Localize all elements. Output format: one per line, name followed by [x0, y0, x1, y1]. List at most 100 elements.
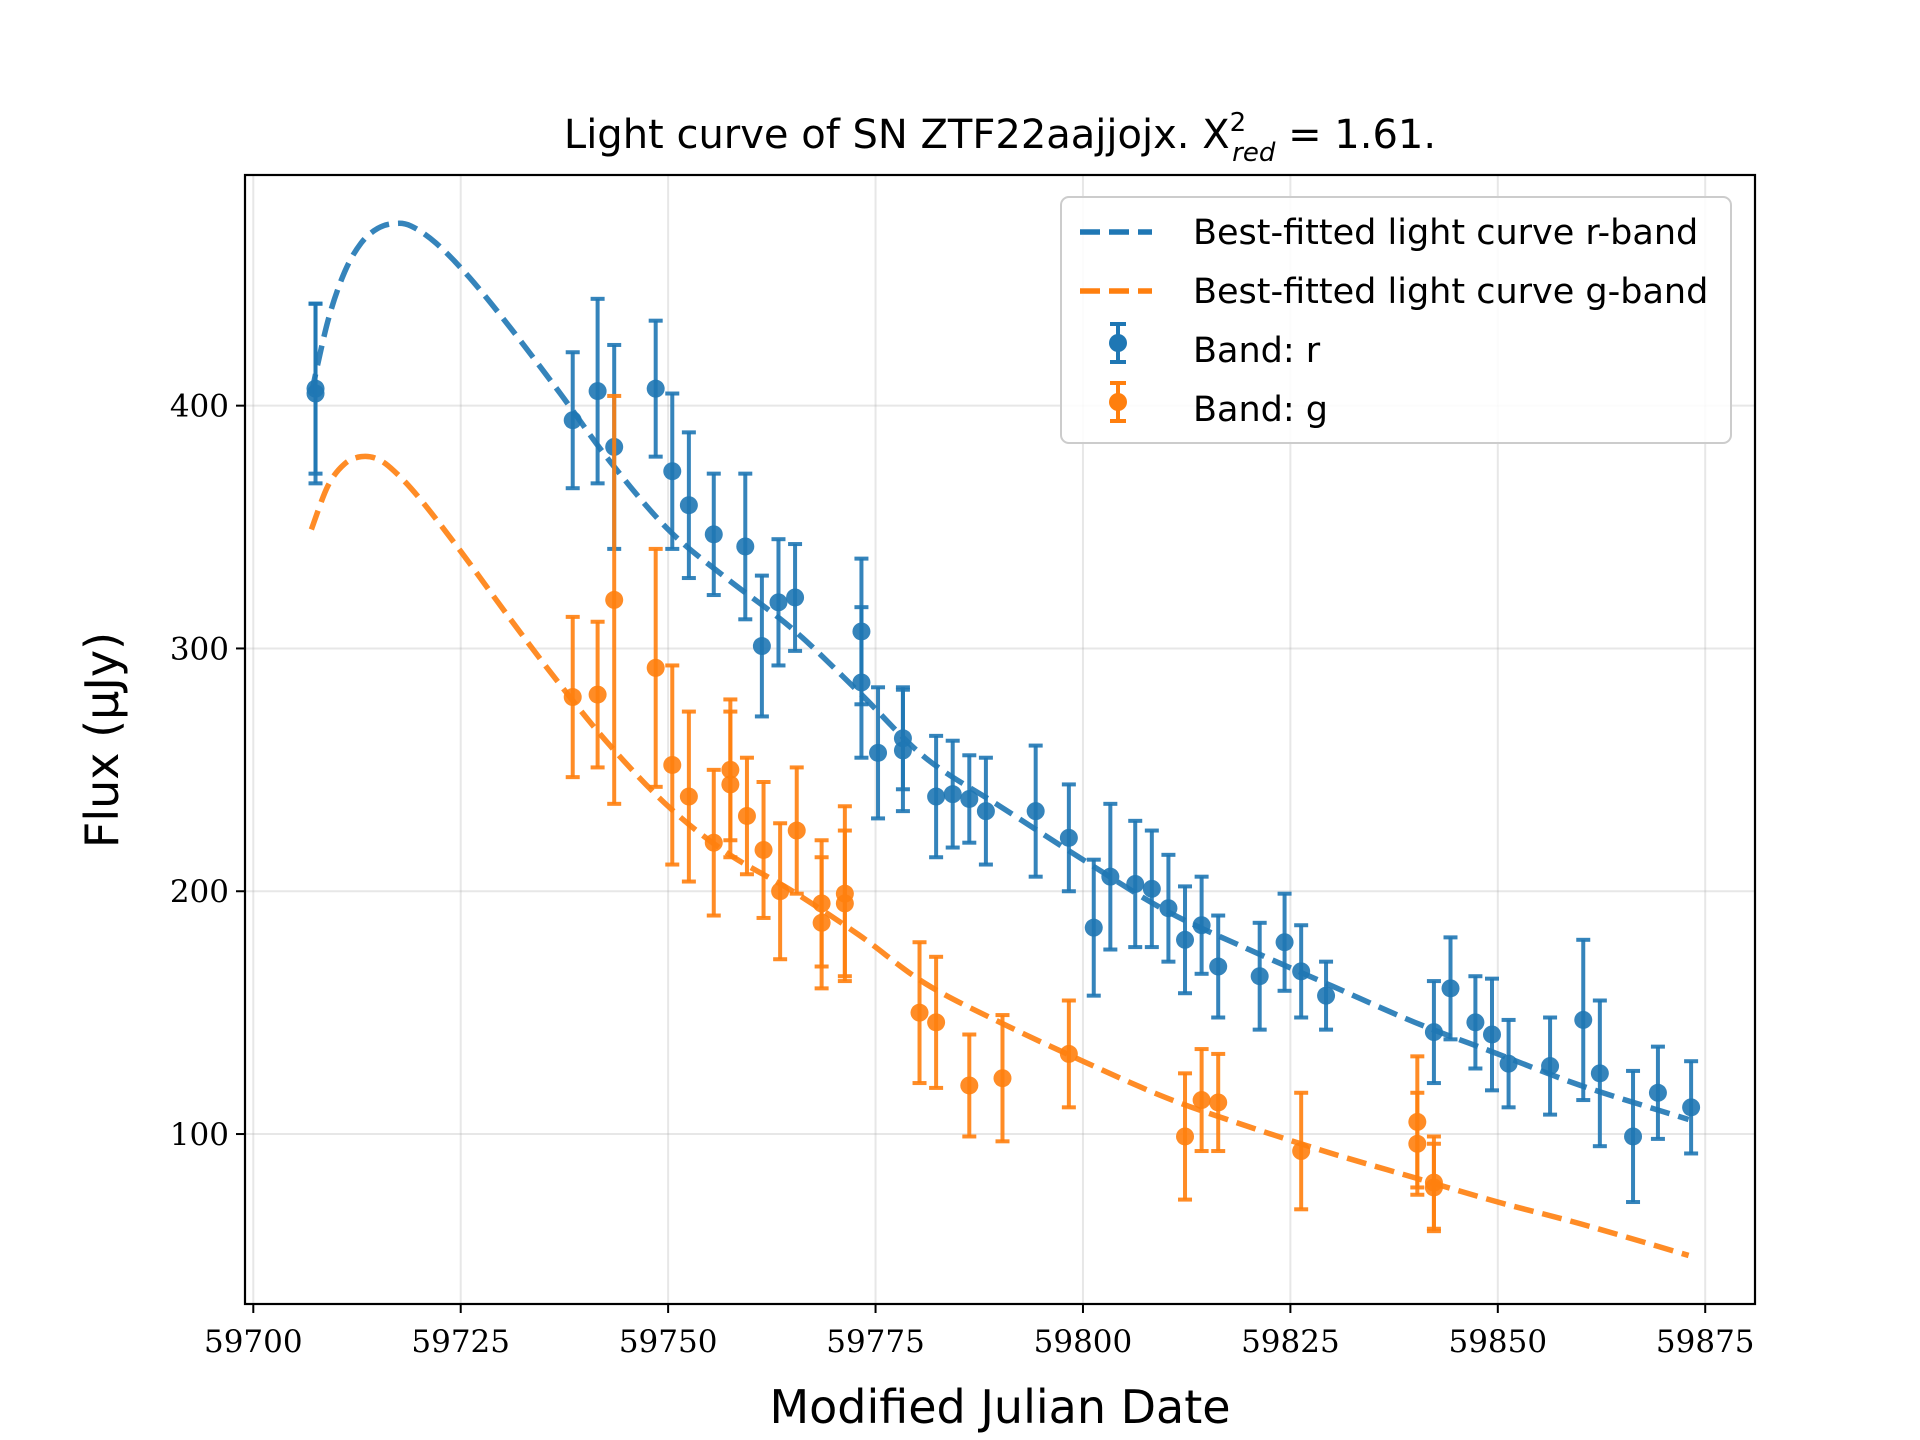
- data-point-g: [993, 1013, 1012, 1144]
- data-point-g: [771, 821, 790, 962]
- data-point-r: [1574, 937, 1593, 1103]
- data-point-r: [679, 430, 698, 581]
- point-marker: [563, 411, 582, 430]
- point-marker: [1159, 899, 1178, 918]
- point-marker: [943, 785, 962, 804]
- point-marker: [769, 593, 788, 612]
- data-point-g: [910, 940, 929, 1086]
- point-marker: [1026, 802, 1045, 821]
- data-point-g: [588, 619, 607, 770]
- data-point-r: [976, 755, 995, 867]
- point-marker: [976, 802, 995, 821]
- data-point-r: [646, 318, 665, 459]
- point-marker: [1275, 933, 1294, 952]
- point-marker: [736, 537, 755, 556]
- legend-label-r-model: Best-fitted light curve r-band: [1193, 213, 1698, 253]
- data-point-g: [835, 828, 854, 979]
- x-tick-label: 59850: [1448, 1324, 1547, 1360]
- data-point-g: [679, 709, 698, 884]
- point-marker: [679, 787, 698, 806]
- point-marker: [563, 688, 582, 707]
- point-marker: [852, 673, 871, 692]
- point-marker: [1209, 1093, 1228, 1112]
- point-marker: [771, 882, 790, 901]
- data-point-r: [1499, 1017, 1518, 1110]
- data-point-r: [1424, 979, 1443, 1086]
- data-point-r: [1275, 891, 1294, 993]
- point-marker: [1424, 1023, 1443, 1042]
- data-point-g: [960, 1032, 979, 1139]
- point-marker: [1126, 874, 1145, 893]
- point-marker: [1209, 957, 1228, 976]
- point-marker: [993, 1069, 1012, 1088]
- point-marker: [1176, 1127, 1195, 1146]
- data-point-r: [1624, 1068, 1643, 1205]
- point-marker: [910, 1003, 929, 1022]
- x-tick-label: 59875: [1656, 1324, 1755, 1360]
- y-axis-label: Flux (μJy): [75, 632, 129, 848]
- point-marker: [1499, 1054, 1518, 1073]
- data-point-r: [1059, 782, 1078, 894]
- point-marker: [1590, 1064, 1609, 1083]
- legend-label-g-model: Best-fitted light curve g-band: [1193, 272, 1708, 312]
- data-point-r: [1482, 976, 1501, 1093]
- point-marker: [1424, 1178, 1443, 1197]
- data-point-g: [663, 663, 682, 867]
- point-marker: [754, 840, 773, 859]
- data-point-r: [1682, 1059, 1701, 1156]
- point-marker: [893, 741, 912, 760]
- data-point-r: [704, 471, 723, 598]
- point-marker: [787, 821, 806, 840]
- axis-ticks: 59700 59725 59750 59775 59800 59825 59850 59875…: [170, 389, 1755, 1360]
- point-marker: [960, 1076, 979, 1095]
- point-marker: [737, 806, 756, 825]
- data-points: [306, 296, 1701, 1234]
- data-point-g: [704, 767, 723, 918]
- data-point-r: [1648, 1044, 1667, 1141]
- data-point-g: [927, 954, 946, 1090]
- data-point-r: [1590, 998, 1609, 1149]
- data-point-g: [754, 779, 773, 920]
- y-tick-label: 100: [170, 1117, 229, 1153]
- point-marker: [1482, 1025, 1501, 1044]
- point-marker: [835, 894, 854, 913]
- data-point-r: [960, 753, 979, 845]
- data-point-r: [852, 605, 871, 760]
- point-marker: [1250, 967, 1269, 986]
- point-marker: [1682, 1098, 1701, 1117]
- point-marker: [721, 775, 740, 794]
- data-point-g: [1292, 1090, 1311, 1212]
- y-tick-label: 200: [170, 874, 229, 910]
- point-marker: [927, 1013, 946, 1032]
- data-point-r: [1192, 874, 1211, 976]
- data-point-r: [943, 738, 962, 850]
- legend-swatch-r-points: [1109, 322, 1127, 364]
- point-marker: [1176, 930, 1195, 949]
- data-point-g: [1408, 1090, 1427, 1197]
- point-marker: [663, 755, 682, 774]
- data-point-g: [1209, 1051, 1228, 1154]
- data-point-g: [721, 709, 740, 860]
- point-marker: [1142, 879, 1161, 898]
- legend: Best-fitted light curve r-band Best-fitt…: [1060, 196, 1732, 444]
- data-point-r: [786, 542, 805, 653]
- data-point-r: [1250, 920, 1269, 1032]
- chart-title-tail: = 1.61.: [1275, 112, 1436, 158]
- point-marker: [704, 525, 723, 544]
- data-point-r: [1101, 801, 1120, 952]
- data-point-r: [1176, 884, 1195, 996]
- x-tick-label: 59775: [826, 1324, 925, 1360]
- x-axis-label: Modified Julian Date: [769, 1380, 1230, 1434]
- data-point-r: [1142, 828, 1161, 950]
- data-point-g: [563, 614, 582, 780]
- x-tick-label: 59800: [1034, 1324, 1133, 1360]
- y-tick-label: 400: [170, 389, 229, 425]
- x-tick-label: 59700: [204, 1324, 303, 1360]
- data-point-r: [1084, 857, 1103, 998]
- chart-title-subscript: red: [1232, 138, 1276, 168]
- x-tick-label: 59725: [411, 1324, 510, 1360]
- data-point-g: [646, 546, 665, 789]
- data-point-r: [736, 471, 755, 622]
- point-marker: [1317, 986, 1336, 1005]
